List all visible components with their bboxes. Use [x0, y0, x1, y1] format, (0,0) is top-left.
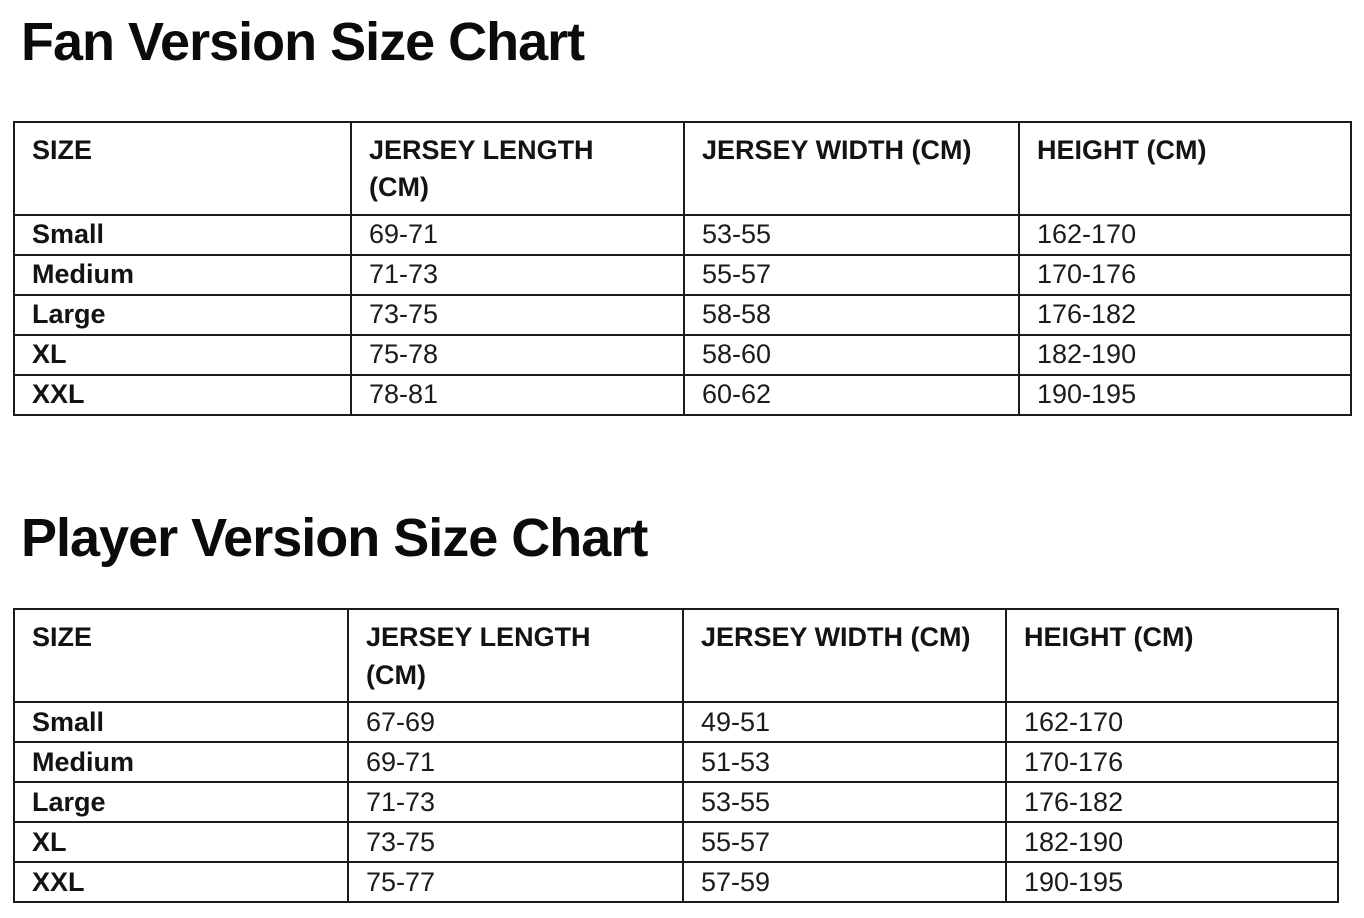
measurement-cell: 190-195: [1018, 373, 1352, 416]
column-header-height: HEIGHT (CM): [1005, 608, 1339, 704]
measurement-cell: 73-75: [350, 293, 685, 336]
column-header-label: JERSEY WIDTH (CM): [702, 134, 972, 165]
table-row: XL 75-78 58-60 182-190: [13, 333, 1352, 376]
header-row: SIZE JERSEY LENGTH (CM) JERSEY WIDTH (CM…: [13, 608, 1339, 704]
table-row: Medium 71-73 55-57 170-176: [13, 253, 1352, 296]
column-header-height: HEIGHT (CM): [1018, 120, 1352, 216]
measurement-cell: 75-77: [347, 861, 684, 904]
measurement-cell: 53-55: [683, 213, 1020, 256]
column-header-label: HEIGHT (CM): [1037, 134, 1207, 165]
measurement-cell: 69-71: [350, 213, 685, 256]
measurement-cell: 53-55: [682, 781, 1007, 824]
size-label-cell: XL: [13, 821, 349, 864]
column-header-label: JERSEY LENGTH (CM): [369, 134, 594, 203]
column-header-jersey-width: JERSEY WIDTH (CM): [683, 120, 1020, 216]
measurement-cell: 75-78: [350, 333, 685, 376]
column-header-label: HEIGHT (CM): [1024, 622, 1194, 653]
table-row: Large 71-73 53-55 176-182: [13, 781, 1339, 824]
measurement-cell: 58-60: [683, 333, 1020, 376]
size-label-cell: XXL: [13, 373, 352, 416]
measurement-cell: 69-71: [347, 741, 684, 784]
column-header-size: SIZE: [13, 120, 352, 216]
column-header-jersey-length: JERSEY LENGTH (CM): [350, 120, 685, 216]
size-label-cell: Large: [13, 781, 349, 824]
measurement-cell: 176-182: [1018, 293, 1352, 336]
table-row: Small 67-69 49-51 162-170: [13, 701, 1339, 744]
player-size-table: SIZE JERSEY LENGTH (CM) JERSEY WIDTH (CM…: [13, 608, 1339, 904]
column-header-label: JERSEY WIDTH (CM): [701, 622, 971, 653]
measurement-cell: 162-170: [1005, 701, 1339, 744]
measurement-cell: 182-190: [1005, 821, 1339, 864]
column-header-label: JERSEY LENGTH (CM): [366, 622, 591, 691]
size-label-cell: Large: [13, 293, 352, 336]
measurement-cell: 78-81: [350, 373, 685, 416]
measurement-cell: 51-53: [682, 741, 1007, 784]
size-label-cell: Small: [13, 701, 349, 744]
table-row: XL 73-75 55-57 182-190: [13, 821, 1339, 864]
measurement-cell: 170-176: [1005, 741, 1339, 784]
measurement-cell: 170-176: [1018, 253, 1352, 296]
fan-size-table: SIZE JERSEY LENGTH (CM) JERSEY WIDTH (CM…: [13, 120, 1352, 416]
table-row: Small 69-71 53-55 162-170: [13, 213, 1352, 256]
measurement-cell: 176-182: [1005, 781, 1339, 824]
measurement-cell: 55-57: [683, 253, 1020, 296]
size-label-cell: XXL: [13, 861, 349, 904]
column-header-label: SIZE: [32, 622, 93, 653]
size-label-cell: Medium: [13, 741, 349, 784]
column-header-size: SIZE: [13, 608, 349, 704]
measurement-cell: 57-59: [682, 861, 1007, 904]
size-label-cell: Small: [13, 213, 352, 256]
measurement-cell: 60-62: [683, 373, 1020, 416]
measurement-cell: 49-51: [682, 701, 1007, 744]
table-row: Large 73-75 58-58 176-182: [13, 293, 1352, 336]
measurement-cell: 73-75: [347, 821, 684, 864]
header-row: SIZE JERSEY LENGTH (CM) JERSEY WIDTH (CM…: [13, 120, 1352, 216]
fan-chart-title: Fan Version Size Chart: [21, 12, 585, 72]
size-label-cell: XL: [13, 333, 352, 376]
measurement-cell: 67-69: [347, 701, 684, 744]
measurement-cell: 182-190: [1018, 333, 1352, 376]
measurement-cell: 58-58: [683, 293, 1020, 336]
table-row: XXL 78-81 60-62 190-195: [13, 373, 1352, 416]
column-header-jersey-length: JERSEY LENGTH (CM): [347, 608, 684, 704]
table-row: Medium 69-71 51-53 170-176: [13, 741, 1339, 784]
measurement-cell: 162-170: [1018, 213, 1352, 256]
size-label-cell: Medium: [13, 253, 352, 296]
measurement-cell: 71-73: [347, 781, 684, 824]
column-header-label: SIZE: [32, 134, 93, 165]
measurement-cell: 190-195: [1005, 861, 1339, 904]
measurement-cell: 55-57: [682, 821, 1007, 864]
column-header-jersey-width: JERSEY WIDTH (CM): [682, 608, 1007, 704]
table-row: XXL 75-77 57-59 190-195: [13, 861, 1339, 904]
measurement-cell: 71-73: [350, 253, 685, 296]
player-chart-title: Player Version Size Chart: [21, 507, 648, 568]
